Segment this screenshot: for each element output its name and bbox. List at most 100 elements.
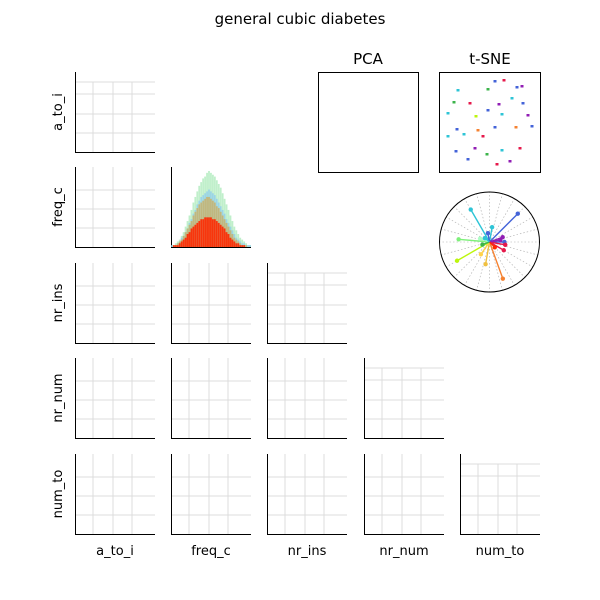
hist-bar (184, 237, 187, 247)
hist-bar (221, 226, 224, 247)
hist-bar (215, 221, 218, 247)
radar-ray (458, 238, 490, 243)
panel-num_to-vs-freq_c (171, 454, 251, 535)
radar-outline (439, 191, 540, 293)
hist-bar (174, 245, 177, 247)
ylabel-freq_c: freq_c (51, 187, 66, 227)
tsne-point (462, 133, 466, 136)
radar-point (477, 236, 483, 241)
tsne-point (530, 125, 534, 128)
hist-bar (171, 245, 173, 247)
hist-series-3 (172, 217, 246, 247)
panel-num_to-vs-nr_ins (267, 454, 347, 535)
tsne-point (510, 97, 514, 100)
hist-bar (233, 241, 236, 247)
hist-bar (243, 243, 246, 247)
panel-a_to_i-vs-a_to_i (75, 72, 155, 153)
panel-nr_num-vs-nr_num (364, 358, 444, 439)
tsne-point (468, 102, 472, 105)
hist-bar (239, 245, 242, 247)
hist-bar (176, 245, 179, 247)
xlabel-nr_num: nr_num (379, 544, 428, 559)
tsne-point (456, 89, 460, 92)
hist-bar (241, 243, 244, 247)
radar-ray (489, 241, 506, 246)
tsne-point (493, 80, 497, 83)
hist-bar (178, 243, 181, 247)
hist-bar (192, 226, 195, 247)
tsne-point (514, 126, 518, 129)
hist-bar (213, 219, 216, 247)
radar-point (498, 237, 503, 243)
tsne-point (520, 85, 524, 88)
tsne-point (473, 147, 477, 150)
histogram-layer (171, 171, 251, 247)
panel-nr_ins-vs-freq_c (171, 263, 251, 344)
tsne-point (500, 149, 504, 152)
panel-freq_c-vs-freq_c (171, 167, 251, 248)
hist-bar (200, 219, 203, 247)
hist-bar (235, 243, 238, 247)
radar-ray (484, 241, 491, 265)
panels-layer (75, 72, 540, 535)
hist-bar (198, 221, 201, 247)
tsne-point (493, 126, 497, 129)
tsne-point (446, 112, 450, 115)
radial-gridline (489, 198, 515, 243)
radar-panel (439, 191, 540, 293)
hist-bar (231, 239, 234, 247)
ylabel-num_to: num_to (51, 470, 66, 519)
tsne-point (446, 135, 450, 138)
panel-num_to-vs-nr_num (364, 454, 444, 535)
radial-gridline (489, 241, 503, 291)
hist-bar (182, 239, 185, 247)
tsne-panel: t-SNE (439, 50, 541, 173)
radar-point (500, 276, 506, 281)
hist-bar (176, 243, 179, 247)
tsne-point (474, 115, 478, 118)
hist-bar (202, 219, 205, 247)
tsne-point (515, 86, 519, 89)
tsne-point (508, 160, 512, 163)
tsne-point (452, 101, 456, 104)
radial-gridline (489, 241, 538, 256)
hist-bar (219, 224, 222, 247)
tsne-point (481, 135, 485, 138)
xlabel-freq_c: freq_c (191, 544, 231, 559)
radar-point (483, 261, 488, 267)
hist-bar (225, 232, 228, 247)
radar-ray (488, 241, 504, 279)
hist-bar (172, 245, 175, 247)
radar-ray (489, 213, 519, 243)
tsne-point (486, 88, 490, 91)
radar-point (503, 242, 508, 247)
tsne-point (502, 79, 506, 82)
ylabel-a_to_i: a_to_i (51, 93, 66, 131)
tsne-point (455, 128, 459, 131)
ylabel-nr_num: nr_num (51, 373, 66, 422)
radar-point (489, 225, 495, 230)
hist-bar (206, 217, 208, 247)
hist-bar (208, 217, 210, 247)
tsne-point (518, 147, 522, 150)
panel-num_to-vs-num_to (460, 454, 540, 535)
radar-point (456, 237, 461, 242)
radial-gridline (489, 228, 538, 243)
radar-point (492, 245, 497, 250)
tsne-point (466, 158, 470, 161)
xlabel-num_to: num_to (476, 544, 525, 559)
hist-bar (211, 219, 214, 247)
radar-point (468, 207, 473, 212)
panel-num_to-vs-a_to_i (75, 454, 155, 535)
hist-bar (180, 241, 183, 247)
xlabel-nr_ins: nr_ins (288, 544, 327, 559)
panel-nr_ins-vs-a_to_i (75, 263, 155, 344)
hist-bar (245, 245, 247, 247)
tsne-title: t-SNE (469, 50, 511, 68)
radar-ray (488, 227, 493, 243)
tsne-point (486, 109, 490, 112)
hist-bar (204, 217, 207, 247)
panel-nr_ins-vs-nr_ins (267, 263, 347, 344)
hist-bar (237, 243, 240, 247)
